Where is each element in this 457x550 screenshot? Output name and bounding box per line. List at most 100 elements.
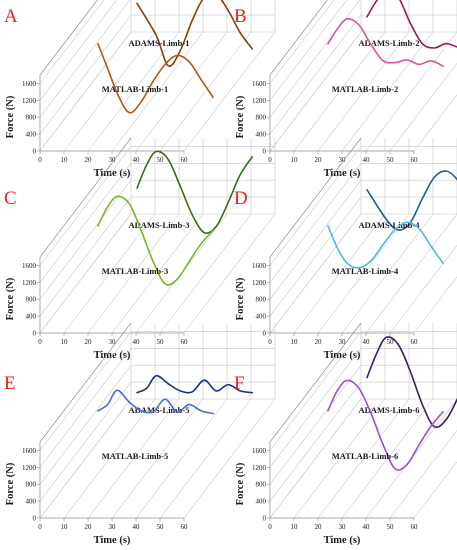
- floor-grid-line: [135, 398, 228, 519]
- floor-grid-line: [159, 398, 252, 519]
- series-label: ADAMS-Limb-4: [359, 220, 421, 230]
- x-tick-label: 30: [109, 523, 117, 531]
- floor-grid-line: [159, 31, 252, 152]
- x-axis-title: Time (s): [324, 535, 361, 546]
- x-tick-label: 60: [411, 523, 419, 531]
- x-tick-label: 30: [339, 338, 347, 346]
- y-axis-title: Force (N): [235, 277, 246, 320]
- side-wall-grid-line: [39, 163, 132, 283]
- series-line-adams-limb-1: [136, 0, 254, 68]
- side-wall-grid-line: [269, 180, 362, 300]
- panel-letter: A: [4, 6, 18, 27]
- panel-letter: B: [234, 6, 247, 27]
- x-tick-label: 40: [133, 338, 141, 346]
- floor-grid-line: [317, 31, 410, 152]
- series-line-adams-limb-3: [136, 150, 254, 235]
- side-wall-grid-line: [39, 0, 131, 118]
- series-label: MATLAB-Limb-3: [102, 266, 168, 276]
- x-tick-label: 60: [181, 338, 189, 346]
- y-axis-title: Force (N): [5, 462, 16, 505]
- depth-axis-line: [269, 0, 328, 76]
- y-tick-label: 800: [26, 481, 37, 489]
- y-tick-label: 400: [26, 498, 37, 506]
- y-tick-label: 800: [26, 114, 37, 122]
- side-wall-grid-line: [39, 331, 132, 451]
- y-tick-label: 1600: [252, 80, 267, 88]
- depth-axis-line: [39, 137, 132, 258]
- x-tick-label: 40: [363, 156, 371, 164]
- x-tick-label: 50: [157, 523, 165, 531]
- depth-axis-line: [39, 0, 98, 76]
- floor-grid-line: [63, 213, 156, 334]
- x-tick-label: 10: [61, 338, 69, 346]
- depth-axis-line: [39, 322, 132, 443]
- floor-grid-line: [293, 31, 386, 152]
- side-wall-grid-line: [269, 348, 362, 468]
- series-label: ADAMS-Limb-2: [359, 38, 420, 48]
- x-tick-label: 50: [157, 156, 165, 164]
- panel-letter: C: [4, 188, 17, 209]
- x-tick-label: 30: [109, 338, 117, 346]
- x-tick-label: 60: [181, 156, 189, 164]
- floor-grid-line: [365, 31, 457, 152]
- floor-grid-line: [183, 213, 276, 334]
- y-tick-label: 1200: [22, 97, 37, 105]
- side-wall-grid-line: [39, 398, 132, 519]
- x-tick-label: 40: [133, 156, 141, 164]
- x-tick-label: 20: [85, 338, 93, 346]
- x-tick-label: 30: [339, 523, 347, 531]
- floor-grid-line: [389, 244, 457, 334]
- floor-grid-line: [413, 276, 457, 334]
- side-wall-grid-line: [269, 331, 362, 451]
- side-wall-grid-line: [39, 146, 132, 266]
- series-label: ADAMS-Limb-5: [129, 405, 190, 415]
- x-tick-label: 50: [157, 338, 165, 346]
- series-line-matlab-limb-6: [327, 379, 444, 471]
- panel-letter: D: [234, 188, 248, 209]
- y-axis-title: Force (N): [235, 462, 246, 505]
- depth-axis-line: [269, 137, 362, 258]
- floor-grid-line: [159, 213, 252, 334]
- side-wall-grid-line: [39, 196, 132, 317]
- series-label: ADAMS-Limb-6: [359, 405, 420, 415]
- y-tick-label: 0: [263, 148, 267, 156]
- floor-grid-line: [413, 461, 457, 519]
- floor-grid-line: [111, 398, 204, 519]
- side-wall-grid-line: [269, 0, 361, 118]
- floor-grid-line: [365, 213, 457, 334]
- floor-grid-line: [63, 398, 156, 519]
- floor-grid-line: [63, 31, 156, 152]
- panel-letter: E: [4, 373, 16, 394]
- x-tick-label: 10: [61, 523, 69, 531]
- y-tick-label: 1600: [252, 447, 267, 455]
- x-tick-label: 20: [85, 523, 93, 531]
- x-tick-label: 10: [291, 156, 299, 164]
- series-line-adams-limb-6: [366, 336, 457, 429]
- y-tick-label: 0: [33, 515, 37, 523]
- floor-grid-line: [413, 94, 457, 152]
- series-line-adams-limb-4: [366, 170, 457, 231]
- series-label: MATLAB-Limb-5: [102, 451, 168, 461]
- x-tick-label: 0: [268, 338, 272, 346]
- y-tick-label: 1600: [22, 447, 37, 455]
- side-wall-grid-line: [39, 213, 132, 334]
- y-tick-label: 400: [26, 313, 37, 321]
- side-wall-grid-line: [269, 0, 335, 84]
- y-tick-label: 400: [256, 498, 267, 506]
- series-line-matlab-limb-5: [97, 389, 214, 415]
- floor-grid-line: [87, 31, 180, 152]
- x-tick-label: 50: [387, 156, 395, 164]
- x-tick-label: 50: [387, 338, 395, 346]
- y-tick-label: 800: [256, 481, 267, 489]
- series-line-adams-limb-2: [366, 0, 457, 49]
- y-tick-label: 400: [26, 131, 37, 139]
- x-tick-label: 20: [315, 338, 323, 346]
- y-tick-label: 1200: [22, 279, 37, 287]
- series-label: MATLAB-Limb-6: [332, 451, 398, 461]
- side-wall-grid-line: [269, 213, 362, 334]
- floor-grid-line: [87, 398, 180, 519]
- floor-grid-line: [183, 31, 276, 152]
- floor-grid-line: [389, 62, 457, 152]
